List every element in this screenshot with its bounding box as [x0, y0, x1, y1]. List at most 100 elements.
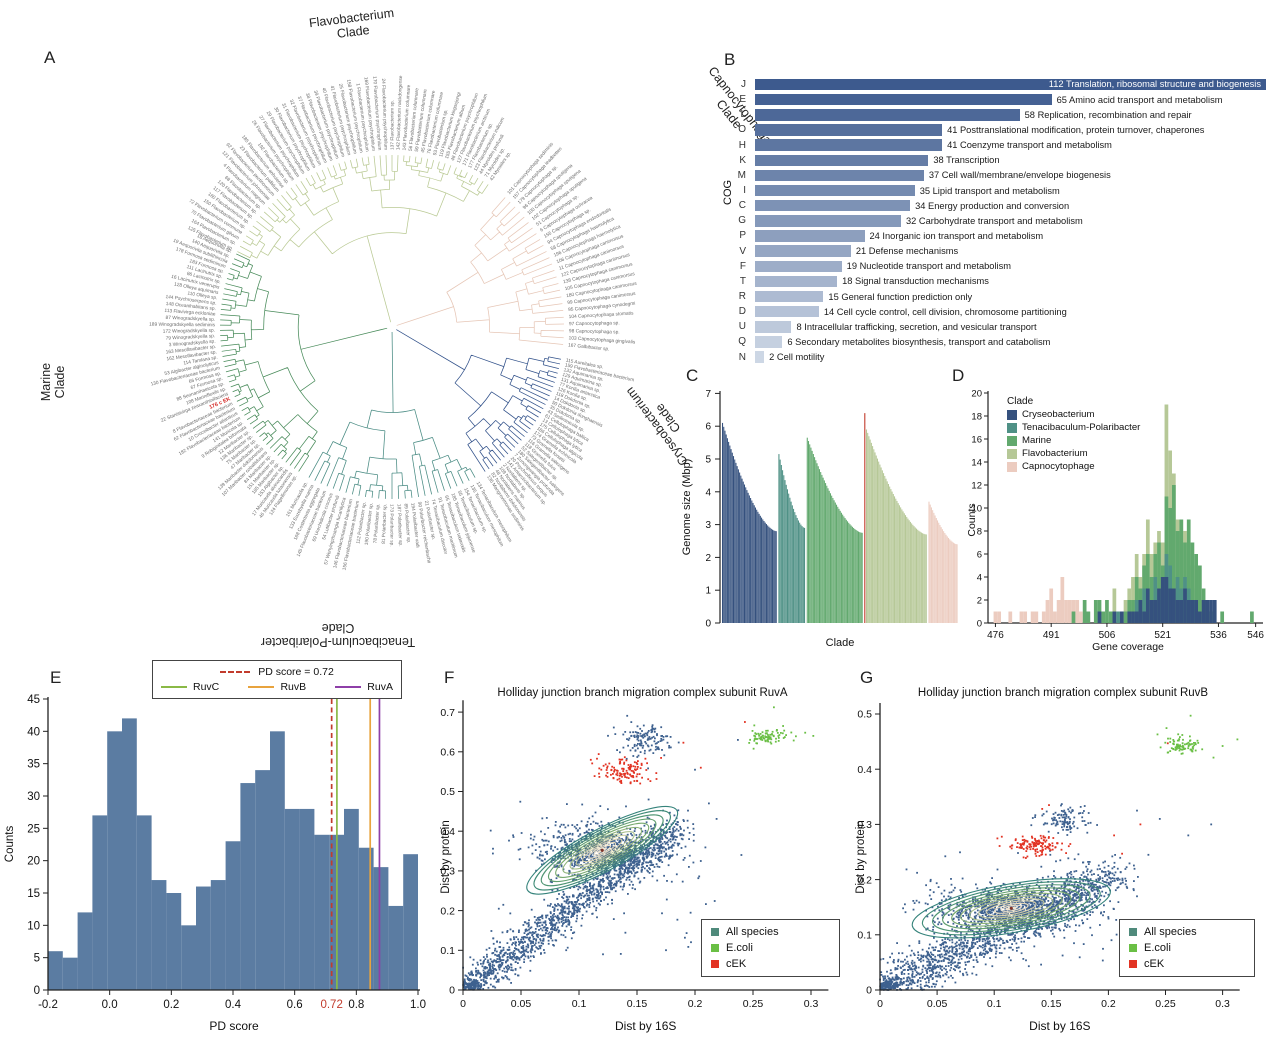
taxon-label: 111 Lacinutrix sp. [186, 264, 223, 280]
cog-bar-label: 24 Inorganic ion transport and metabolis… [869, 230, 1044, 241]
legend-item-all-species: All species [1129, 926, 1245, 938]
taxon-label: 119 Flavobacterium kingsejongi [438, 92, 462, 158]
taxon-label: 78 Polaribacter sp. [372, 503, 381, 543]
taxon-label: 180 Salegentibacter salegens [516, 449, 566, 498]
scatter-cluster [748, 724, 795, 750]
cog-bar-area: 34 Energy production and conversion [755, 199, 1266, 212]
taxon-label: 106 Capnocytophaga canimorsus [556, 233, 625, 265]
legend-item-ruvb: RuvB [248, 681, 306, 693]
legend-item-ecoli: E.coli [711, 942, 830, 954]
svg-text:-0.2: -0.2 [38, 999, 58, 1011]
clade-swatch [1007, 448, 1017, 459]
cog-bar-area: 24 Inorganic ion transport and metabolis… [755, 230, 1266, 242]
taxon-label: 77 Kordia antarctica [559, 381, 602, 401]
taxon-label: 91 Tenacibaculum maritimum [436, 497, 459, 559]
taxon-label: 14 Dokdonia sp. [553, 395, 587, 414]
clade-swatch [1007, 422, 1017, 433]
taxon-label: 124 Flagellimonas sp. [268, 474, 298, 516]
taxon-label: 118 Gramella fulva [523, 442, 557, 473]
cog-letter: C [738, 200, 746, 212]
taxon-label: 120 Flavobacterium sp. [216, 179, 258, 216]
cog-bar [755, 275, 838, 288]
genome-bars-3 [865, 429, 927, 623]
taxon-label: 179 Capnocytophaga sp. [517, 164, 559, 206]
svg-text:2: 2 [705, 553, 711, 564]
taxon-label: 164 Flavobacterium sp. [190, 218, 237, 247]
svg-text:8: 8 [977, 526, 982, 537]
taxon-label: 133 Euzebyella marina [288, 484, 315, 531]
taxon-label: 38 Flavobacterium psychrophilum [304, 92, 334, 161]
taxon-label: 186 Cellulophaga algicola [535, 426, 584, 462]
svg-text:546: 546 [1247, 630, 1264, 641]
coverage-bars-0 [993, 577, 1083, 623]
taxon-label: 146 Flavobacteriaceae bacterium [332, 499, 354, 569]
taxon-label: 159 Flavobacteriaceae bacterium [564, 362, 635, 383]
taxon-label: 116 Gramella salexigens [526, 438, 571, 476]
svg-text:5: 5 [705, 455, 711, 466]
cog-bar-area: 65 Amino acid transport and metabolism [755, 93, 1266, 106]
taxon-label: 10 Croceibacter atlanticus [188, 410, 240, 443]
gene-coverage-histogram: 0 2 4 6 8 10 12 14 16 18 20 476 491 506 521 536 546 Count… [968, 388, 1264, 653]
cog-bar-area: 15 General function prediction only [755, 290, 1266, 303]
taxon-label: 107 Maribacter cobaltidurans [221, 450, 269, 498]
taxon-label: 143 Flavobacterium columnare [402, 84, 413, 150]
taxon-label: 144 Psychroserpens sp. [165, 294, 217, 307]
density-contours [526, 805, 679, 895]
taxon-label: 189 Winogradskyella sediminis [149, 322, 216, 329]
cog-row-L: L 58 Replication, recombination and repai… [700, 107, 1266, 122]
taxon-label: 55 Tenacibaculum sp. [456, 490, 479, 535]
coverage-bars-4 [1097, 577, 1217, 623]
taxon-label: 56 Flavobacterium columnare [408, 88, 421, 152]
taxon-label: 29 Flavobacterium psychrophilum [265, 110, 306, 175]
cog-bar-area: 41 Posttranslational modification, prote… [755, 124, 1266, 136]
ruva-chart-title: Holliday junction branch migration compl… [497, 687, 788, 699]
y-axis-label: Genome size (Mbp) [681, 459, 693, 556]
taxon-label: 105 Capnocytophaga canimorsus [564, 271, 636, 292]
taxon-label: 174 Gramella echinicola [533, 430, 578, 466]
cog-bar [755, 139, 943, 151]
legend-label: All species [1144, 926, 1197, 938]
cog-row-Q: Q 6 Secondary metabolites biosynthesis, t… [700, 334, 1266, 349]
taxon-label: 27 Flavobacterium psychrophilum [257, 115, 300, 179]
ruvb-scatter-plot: 0 0.05 0.1 0.15 0.2 0.25 0.300.10.20.30.40.5Di… [855, 703, 1240, 1033]
y-axis-label: Counts [968, 503, 978, 536]
taxon-label: 17 Muricauda alvinocaridis [251, 467, 290, 517]
taxon-label: 65 Tenacibaculum todarodis [443, 495, 467, 554]
legend-item-ecoli: E.coli [1129, 942, 1245, 954]
taxon-label: 156 Flavobacteriaceae bacterium [342, 500, 362, 571]
legend-item-cek: cEK [711, 958, 830, 970]
cog-bar-area: 32 Carbohydrate transport and metabolism [755, 215, 1266, 227]
taxon-label: 25 Flavobacterium psychrophilum [337, 83, 358, 154]
panel-letter-a: A [44, 48, 56, 67]
scatter-cluster [996, 834, 1072, 859]
taxon-label: 76 Flavobacterium columnare [426, 91, 445, 154]
cog-bar-area: 41 Coenzyme transport and metabolism [755, 139, 1266, 151]
taxon-label: 68 Flavobacterium sp. [223, 175, 262, 211]
legend-label: cEK [1144, 958, 1165, 970]
taxon-label: 171 Flavobacterium arcticum [461, 108, 492, 167]
taxon-label: 140 Aequorivita sp. [191, 238, 231, 260]
taxon-label: 57 Wenyingzhuangia fucanilytica [323, 496, 348, 565]
cog-bar-area: 2 Cell motility [755, 351, 1266, 363]
taxon-label: 139 Maribacter dokdonensis [217, 446, 266, 492]
svg-text:0: 0 [460, 998, 466, 1010]
taxon-label: 109 Nonlabens sp. [497, 466, 526, 501]
svg-text:15: 15 [27, 888, 40, 900]
taxon-label: 53 Algibacter alginolyticus [164, 360, 220, 377]
svg-text:10: 10 [971, 503, 982, 514]
taxon-label: 101 Capnocytophaga sediminis [506, 141, 555, 196]
scatter-cluster [694, 739, 743, 862]
svg-text:0.7: 0.7 [440, 707, 455, 719]
svg-text:0.0: 0.0 [102, 999, 118, 1011]
cog-letter: J [741, 79, 746, 91]
svg-text:20: 20 [971, 388, 982, 399]
svg-text:0.6: 0.6 [440, 747, 455, 759]
taxon-label: 114 Tamlana sp. [183, 355, 218, 367]
taxon-label: 145 Flavobacteriaceae bacterium [296, 490, 328, 558]
cog-bar-label: 58 Replication, recombination and repair [1024, 109, 1192, 120]
taxon-label: 134 Tenacibaculum mesophilum [475, 481, 513, 544]
svg-text:0.3: 0.3 [804, 998, 819, 1010]
cog-bar-label: 8 Intracellular trafficking, secretion, … [796, 321, 1037, 332]
cog-bar: 112 Translation, ribosomal structure and… [755, 78, 1266, 91]
cog-bar-label: 41 Coenzyme transport and metabolism [947, 140, 1112, 151]
